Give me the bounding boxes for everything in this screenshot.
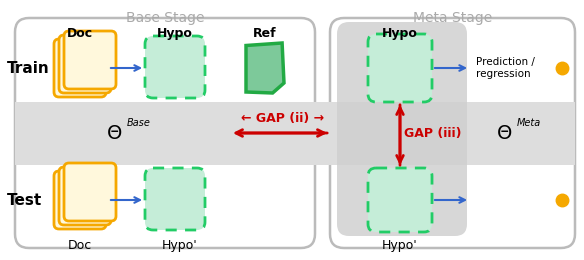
FancyBboxPatch shape: [64, 163, 116, 221]
Text: Prediction /
regression: Prediction / regression: [476, 57, 535, 79]
Text: Θ: Θ: [107, 124, 123, 142]
Text: Θ: Θ: [498, 124, 513, 142]
Bar: [15, 102, 575, 165]
Text: Base: Base: [127, 118, 151, 128]
FancyBboxPatch shape: [64, 31, 116, 89]
FancyBboxPatch shape: [145, 36, 205, 98]
FancyBboxPatch shape: [59, 35, 111, 93]
Text: Hypo': Hypo': [162, 239, 198, 252]
Text: Train: Train: [7, 61, 50, 75]
Text: ← GAP (ii) →: ← GAP (ii) →: [241, 112, 325, 125]
FancyBboxPatch shape: [368, 168, 432, 232]
Text: Doc: Doc: [67, 27, 93, 40]
FancyBboxPatch shape: [59, 167, 111, 225]
Text: Meta Stage: Meta Stage: [413, 11, 493, 25]
Text: Test: Test: [7, 192, 42, 207]
Polygon shape: [246, 43, 284, 93]
Text: GAP (iii): GAP (iii): [404, 127, 461, 140]
FancyBboxPatch shape: [368, 34, 432, 102]
Text: Hypo: Hypo: [382, 27, 418, 40]
FancyBboxPatch shape: [330, 18, 575, 248]
Text: Doc: Doc: [68, 239, 92, 252]
FancyBboxPatch shape: [145, 168, 205, 230]
FancyBboxPatch shape: [54, 39, 106, 97]
FancyBboxPatch shape: [54, 171, 106, 229]
Text: Ref: Ref: [253, 27, 277, 40]
FancyBboxPatch shape: [337, 22, 467, 236]
FancyBboxPatch shape: [15, 18, 315, 248]
Text: Hypo': Hypo': [382, 239, 418, 252]
Text: Hypo: Hypo: [157, 27, 193, 40]
Text: Base Stage: Base Stage: [126, 11, 204, 25]
Text: Meta: Meta: [517, 118, 541, 128]
